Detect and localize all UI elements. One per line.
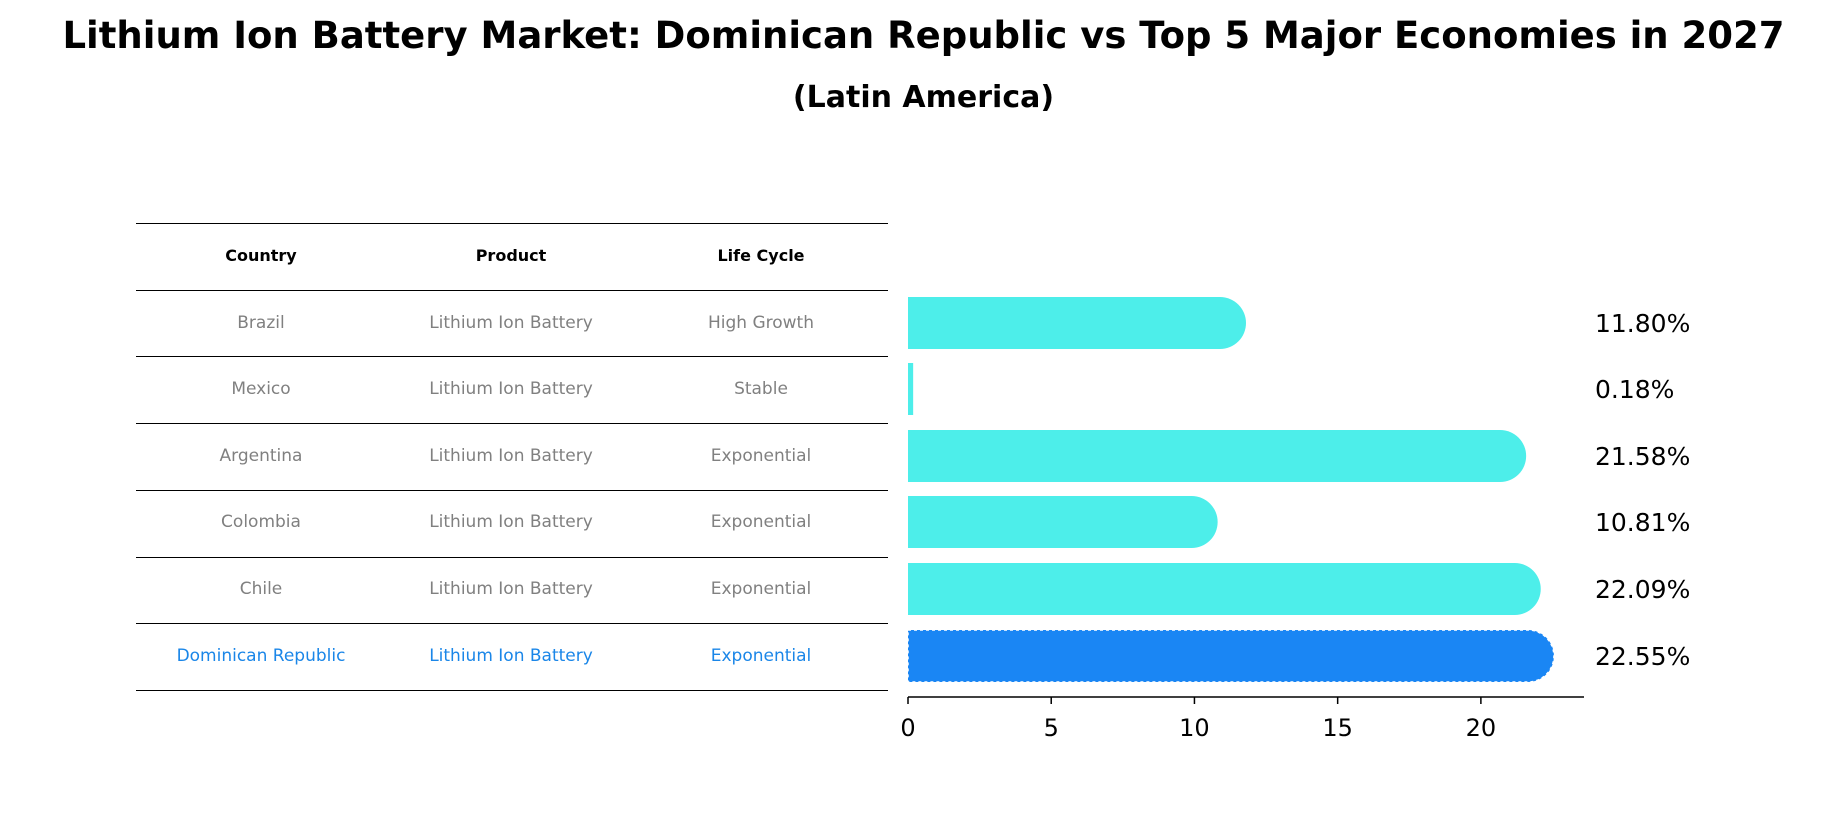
x-tick-label: 20 — [1466, 714, 1497, 742]
table-cell: Exponential — [710, 446, 812, 466]
x-tick-label: 15 — [1322, 714, 1353, 742]
data-label: 21.58% — [1595, 442, 1690, 471]
bar — [907, 629, 1555, 683]
data-label: 22.09% — [1595, 575, 1690, 604]
table-cell: Dominican Republic — [176, 646, 346, 666]
table-cell: Argentina — [219, 446, 303, 466]
bar — [908, 563, 1541, 615]
x-tick-label: 5 — [1044, 714, 1059, 742]
bar — [908, 496, 1218, 548]
table-rule — [136, 223, 888, 224]
table-header-cell: Product — [475, 246, 547, 265]
x-tick-label: 10 — [1179, 714, 1210, 742]
table-cell: Mexico — [231, 379, 291, 399]
chart-title: Lithium Ion Battery Market: Dominican Re… — [62, 14, 1785, 57]
table-rule — [136, 423, 888, 424]
table-cell: Exponential — [710, 512, 812, 532]
table-cell: Lithium Ion Battery — [429, 446, 593, 466]
table-cell: Brazil — [237, 313, 285, 333]
table-rule — [136, 557, 888, 558]
table-header-cell: Country — [225, 246, 297, 265]
table-header-cell: Life Cycle — [717, 246, 805, 265]
table-rule — [136, 490, 888, 491]
bar — [908, 430, 1527, 482]
table-cell: Chile — [239, 579, 283, 599]
table-cell: High Growth — [707, 313, 814, 333]
table-rule — [136, 290, 888, 291]
data-label: 0.18% — [1595, 375, 1674, 404]
table-cell: Lithium Ion Battery — [429, 646, 593, 666]
table-cell: Colombia — [221, 512, 301, 532]
table-cell: Stable — [734, 379, 788, 399]
table-cell: Exponential — [710, 579, 812, 599]
table-cell: Lithium Ion Battery — [429, 313, 593, 333]
table-cell: Lithium Ion Battery — [429, 579, 593, 599]
data-label: 22.55% — [1595, 642, 1690, 671]
table-cell: Lithium Ion Battery — [429, 379, 593, 399]
table-rule — [136, 690, 888, 691]
bar — [908, 297, 1246, 349]
table-rule — [136, 356, 888, 357]
x-tick-label: 0 — [900, 714, 915, 742]
chart-subtitle: (Latin America) — [792, 80, 1055, 115]
table-cell: Lithium Ion Battery — [429, 512, 593, 532]
data-label: 10.81% — [1595, 508, 1690, 537]
bar — [908, 363, 914, 415]
data-label: 11.80% — [1595, 309, 1690, 338]
table-rule — [136, 623, 888, 624]
table-cell: Exponential — [710, 646, 812, 666]
